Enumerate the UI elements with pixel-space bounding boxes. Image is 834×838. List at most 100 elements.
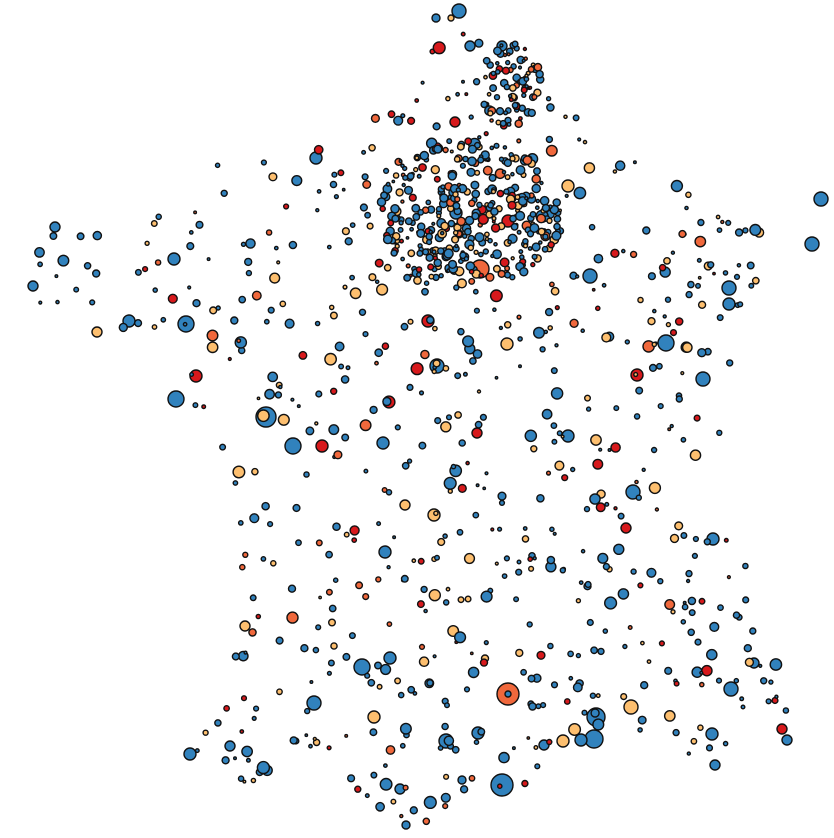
city-marker: [657, 334, 675, 352]
city-marker: [522, 526, 528, 531]
city-marker: [386, 565, 391, 570]
city-marker: [553, 215, 562, 223]
city-marker: [695, 371, 711, 387]
city-marker: [670, 250, 676, 255]
city-marker: [491, 215, 497, 222]
city-marker: [376, 683, 383, 690]
city-marker: [240, 695, 248, 702]
city-marker: [400, 199, 405, 204]
city-marker: [245, 269, 253, 277]
city-marker: [315, 539, 323, 547]
city-marker: [483, 131, 489, 137]
city-marker: [527, 556, 534, 562]
city-marker: [468, 277, 476, 285]
city-marker: [617, 588, 630, 600]
city-marker: [243, 257, 253, 267]
city-marker: [590, 708, 600, 718]
city-marker: [284, 318, 295, 329]
city-marker: [445, 414, 453, 421]
city-marker: [637, 582, 644, 589]
city-marker: [471, 427, 483, 439]
city-marker: [585, 406, 592, 412]
city-marker: [602, 562, 611, 571]
city-marker: [364, 793, 370, 799]
city-marker: [658, 263, 667, 272]
city-marker: [499, 43, 504, 48]
city-marker: [456, 216, 467, 227]
city-marker: [118, 322, 129, 333]
city-marker: [238, 295, 247, 304]
city-marker: [342, 284, 348, 290]
city-marker: [593, 253, 604, 264]
city-marker: [673, 680, 680, 687]
city-marker: [386, 621, 393, 627]
city-marker: [494, 375, 499, 380]
city-marker: [640, 681, 649, 690]
city-marker: [426, 239, 433, 246]
city-marker: [326, 670, 332, 676]
city-marker: [511, 746, 516, 751]
city-marker: [379, 205, 387, 213]
city-marker: [733, 677, 740, 684]
city-marker: [279, 300, 287, 308]
city-marker: [432, 122, 441, 131]
city-marker: [206, 329, 219, 342]
city-marker: [489, 118, 494, 123]
city-marker: [487, 237, 493, 244]
city-marker: [518, 116, 523, 121]
city-marker: [563, 698, 571, 705]
city-marker: [500, 337, 514, 351]
city-marker: [497, 269, 506, 279]
city-marker: [291, 175, 303, 187]
city-marker: [446, 138, 453, 145]
city-marker: [499, 119, 507, 127]
city-marker: [374, 279, 380, 285]
city-marker: [260, 159, 268, 166]
city-marker: [528, 85, 533, 90]
city-marker: [496, 783, 503, 790]
city-marker: [453, 284, 460, 291]
city-marker: [632, 160, 637, 165]
city-marker: [411, 558, 417, 564]
city-marker: [369, 405, 378, 415]
city-marker: [38, 300, 43, 305]
city-marker: [504, 174, 511, 181]
city-marker: [325, 550, 333, 559]
city-marker: [552, 531, 557, 536]
city-marker: [286, 611, 299, 624]
city-marker: [665, 321, 672, 328]
city-marker: [697, 218, 705, 227]
city-marker: [55, 299, 60, 305]
city-marker: [397, 691, 405, 699]
city-marker: [315, 207, 320, 213]
city-marker: [358, 308, 367, 316]
city-marker: [549, 526, 555, 533]
city-marker: [546, 555, 556, 565]
city-marker: [243, 650, 248, 655]
city-marker: [662, 314, 667, 319]
city-marker: [269, 560, 277, 567]
city-marker: [604, 501, 610, 507]
city-marker: [209, 306, 218, 315]
city-marker: [367, 678, 376, 687]
city-marker: [657, 578, 664, 585]
city-marker: [403, 185, 414, 195]
city-marker: [554, 305, 560, 311]
city-marker: [442, 599, 450, 606]
city-marker: [531, 93, 538, 101]
city-marker: [554, 343, 559, 348]
city-marker: [627, 625, 633, 631]
city-marker: [751, 276, 760, 285]
city-marker: [684, 205, 689, 211]
city-marker: [413, 276, 422, 285]
city-marker: [581, 709, 588, 716]
city-marker: [533, 167, 542, 176]
city-marker: [194, 748, 200, 754]
city-marker: [769, 658, 783, 671]
city-marker: [315, 624, 322, 631]
city-marker: [552, 198, 562, 207]
city-marker: [539, 195, 550, 206]
city-marker: [329, 180, 338, 189]
city-marker: [468, 268, 475, 275]
city-marker: [34, 246, 45, 258]
